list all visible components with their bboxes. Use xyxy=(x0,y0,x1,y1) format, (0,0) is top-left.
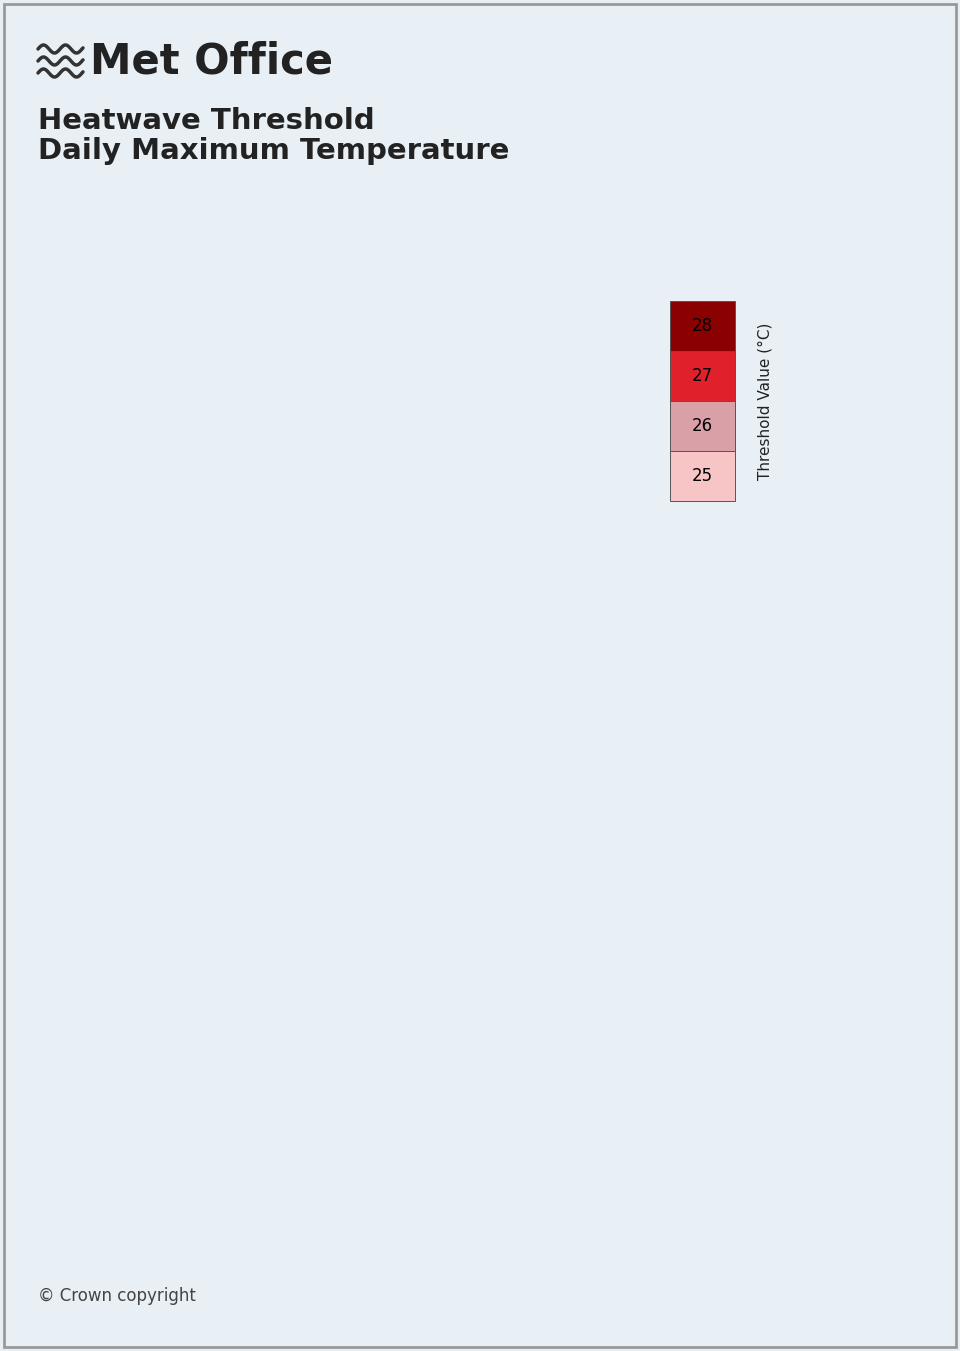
Text: Met Office: Met Office xyxy=(90,41,333,82)
Text: 27: 27 xyxy=(692,367,713,385)
Text: Daily Maximum Temperature: Daily Maximum Temperature xyxy=(38,136,510,165)
Text: 25: 25 xyxy=(692,467,713,485)
Text: 28: 28 xyxy=(692,317,713,335)
Bar xyxy=(670,401,735,451)
Text: 26: 26 xyxy=(692,417,713,435)
Text: Threshold Value (°C): Threshold Value (°C) xyxy=(757,323,773,480)
Bar xyxy=(670,451,735,501)
Text: Heatwave Threshold: Heatwave Threshold xyxy=(38,107,374,135)
Bar xyxy=(670,301,735,351)
Bar xyxy=(670,351,735,401)
Text: © Crown copyright: © Crown copyright xyxy=(38,1288,196,1305)
